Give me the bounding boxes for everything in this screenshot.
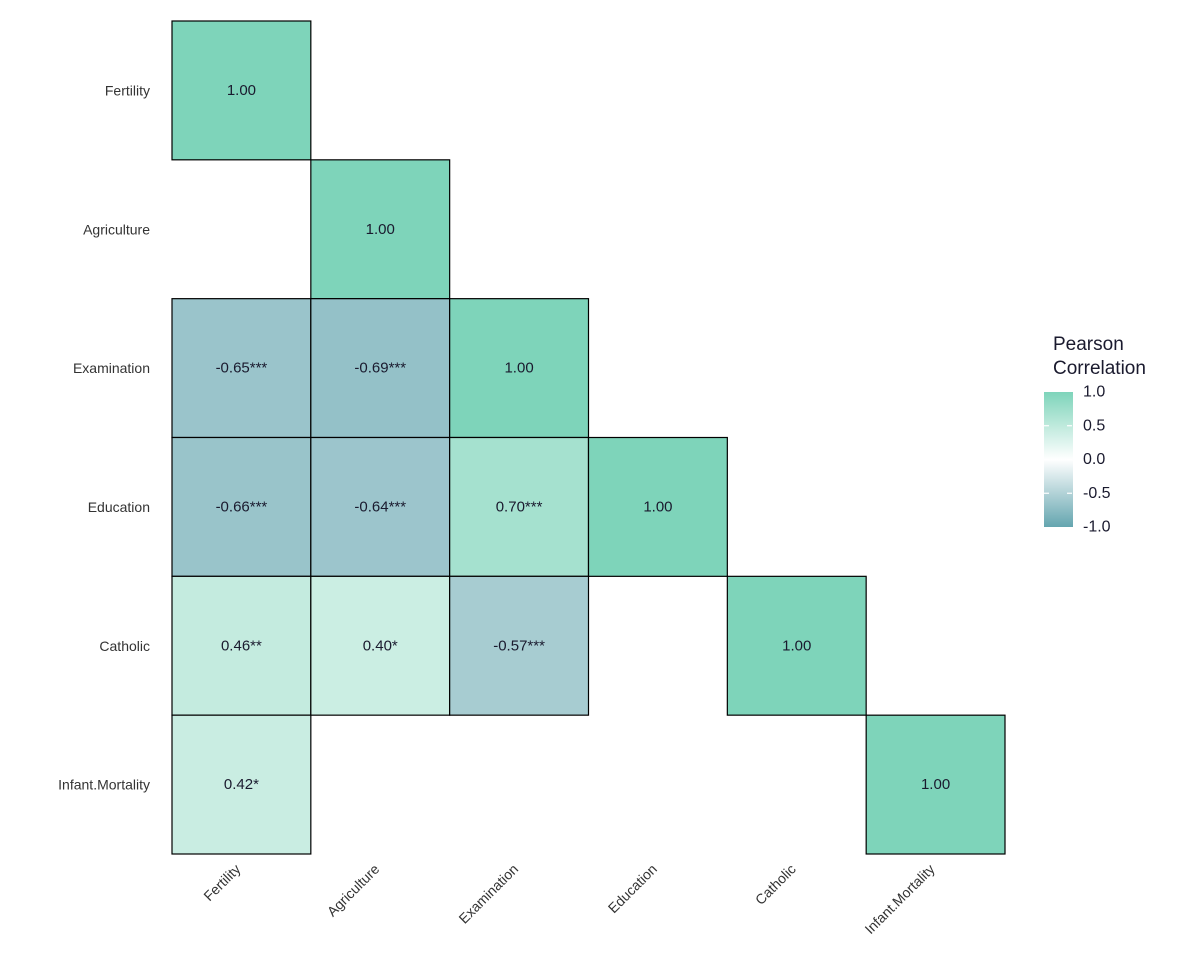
svg-text:1.00: 1.00 xyxy=(643,498,672,515)
svg-text:-0.65***: -0.65*** xyxy=(216,360,268,377)
svg-text:1.00: 1.00 xyxy=(782,637,811,654)
svg-text:0.70***: 0.70*** xyxy=(496,498,543,515)
svg-text:Agriculture: Agriculture xyxy=(83,221,150,237)
svg-text:Education: Education xyxy=(88,499,150,515)
svg-text:1.0: 1.0 xyxy=(1083,384,1105,401)
svg-text:1.00: 1.00 xyxy=(366,221,395,238)
svg-text:-1.0: -1.0 xyxy=(1083,519,1111,536)
svg-text:Fertility: Fertility xyxy=(105,82,150,98)
svg-text:1.00: 1.00 xyxy=(921,776,950,793)
svg-text:1.00: 1.00 xyxy=(227,82,256,99)
svg-text:1.00: 1.00 xyxy=(504,360,533,377)
svg-text:0.0: 0.0 xyxy=(1083,451,1105,468)
svg-text:0.40*: 0.40* xyxy=(363,637,398,654)
svg-text:-0.5: -0.5 xyxy=(1083,485,1111,502)
svg-text:Infant.Mortality: Infant.Mortality xyxy=(58,777,150,793)
svg-text:0.42*: 0.42* xyxy=(224,776,259,793)
svg-text:Pearson: Pearson xyxy=(1053,334,1124,355)
svg-text:-0.66***: -0.66*** xyxy=(216,498,268,515)
svg-text:Correlation: Correlation xyxy=(1053,358,1146,379)
svg-text:-0.64***: -0.64*** xyxy=(354,498,406,515)
svg-text:Catholic: Catholic xyxy=(99,638,150,654)
svg-text:0.5: 0.5 xyxy=(1083,417,1105,434)
svg-text:0.46**: 0.46** xyxy=(221,637,262,654)
svg-text:Examination: Examination xyxy=(73,360,150,376)
svg-text:-0.69***: -0.69*** xyxy=(354,360,406,377)
svg-text:-0.57***: -0.57*** xyxy=(493,637,545,654)
